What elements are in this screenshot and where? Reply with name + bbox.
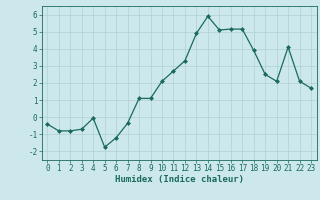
X-axis label: Humidex (Indice chaleur): Humidex (Indice chaleur): [115, 175, 244, 184]
